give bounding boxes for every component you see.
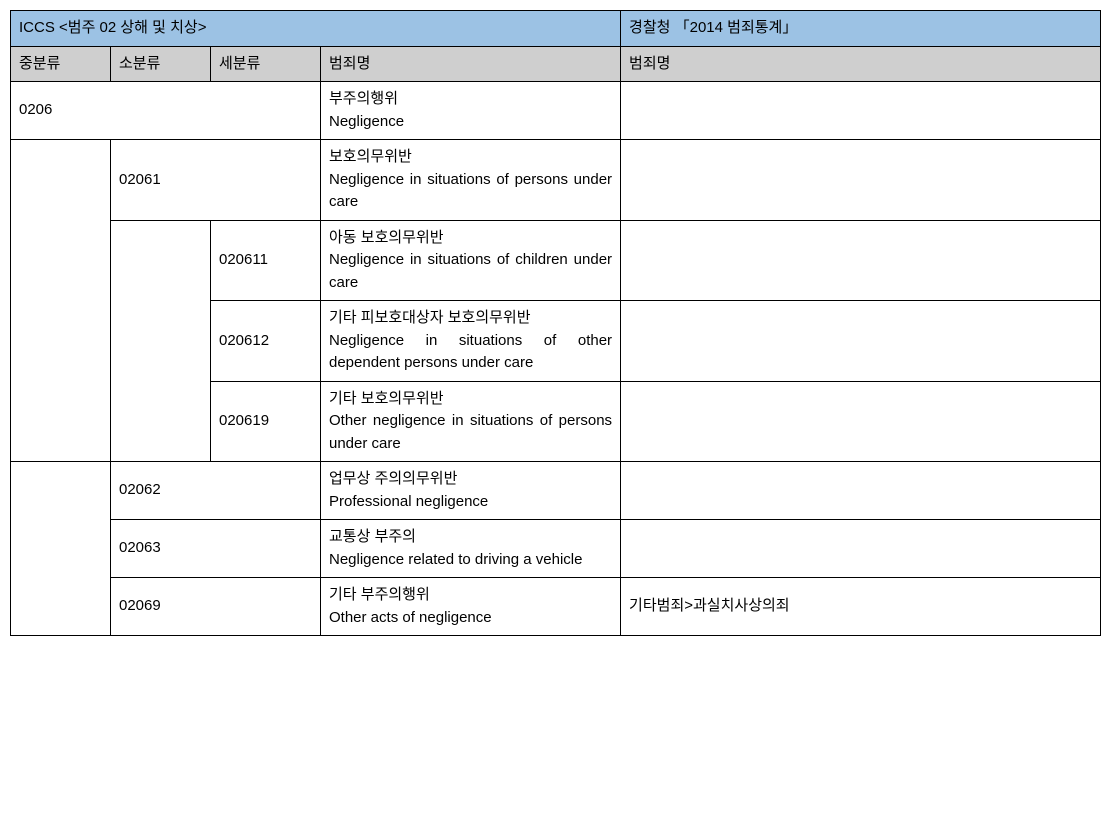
crime-en: Negligence in situations of children und…: [329, 249, 612, 294]
code-det: 020612: [211, 301, 321, 382]
crime-en: Negligence: [329, 111, 612, 134]
crime-name: 부주의행위 Negligence: [321, 82, 621, 140]
crime-en: Other negligence in situations of person…: [329, 410, 612, 455]
mapping-cell: [621, 301, 1101, 382]
crime-kr: 보호의무위반: [329, 146, 612, 169]
code-mid-empty: [11, 462, 111, 636]
mapping-cell: [621, 82, 1101, 140]
crime-kr: 업무상 주의의무위반: [329, 468, 612, 491]
code-mid-empty: [11, 140, 111, 462]
crime-kr: 기타 부주의행위: [329, 584, 612, 607]
code-sub: 02069: [111, 578, 321, 636]
mapping-cell: [621, 381, 1101, 462]
table-row: 02062 업무상 주의의무위반 Professional negligence: [11, 462, 1101, 520]
classification-table: ICCS <범주 02 상해 및 치상> 경찰청 「2014 범죄통계」 중분류…: [10, 10, 1101, 636]
col-crime2-header: 범죄명: [621, 46, 1101, 82]
crime-kr: 기타 보호의무위반: [329, 388, 612, 411]
crime-name: 아동 보호의무위반 Negligence in situations of ch…: [321, 220, 621, 301]
table-row: 02069 기타 부주의행위 Other acts of negligence …: [11, 578, 1101, 636]
code-mid: 0206: [11, 82, 321, 140]
col-mid-header: 중분류: [11, 46, 111, 82]
crime-en: Negligence related to driving a vehicle: [329, 549, 612, 572]
mapping-cell: [621, 140, 1101, 221]
crime-kr: 아동 보호의무위반: [329, 227, 612, 250]
crime-name: 보호의무위반 Negligence in situations of perso…: [321, 140, 621, 221]
iccs-title-cell: ICCS <범주 02 상해 및 치상>: [11, 11, 621, 47]
crime-kr: 부주의행위: [329, 88, 612, 111]
crime-en: Professional negligence: [329, 491, 612, 514]
crime-name: 기타 보호의무위반 Other negligence in situations…: [321, 381, 621, 462]
table-row: 02061 보호의무위반 Negligence in situations of…: [11, 140, 1101, 221]
col-sub-header: 소분류: [111, 46, 211, 82]
crime-kr: 기타 피보호대상자 보호의무위반: [329, 307, 612, 330]
table-row: 020611 아동 보호의무위반 Negligence in situation…: [11, 220, 1101, 301]
code-det: 020619: [211, 381, 321, 462]
police-title-cell: 경찰청 「2014 범죄통계」: [621, 11, 1101, 47]
crime-name: 업무상 주의의무위반 Professional negligence: [321, 462, 621, 520]
crime-en: Negligence in situations of other depend…: [329, 330, 612, 375]
crime-name: 기타 부주의행위 Other acts of negligence: [321, 578, 621, 636]
mapping-cell: 기타범죄>과실치사상의죄: [621, 578, 1101, 636]
crime-en: Negligence in situations of persons unde…: [329, 169, 612, 214]
code-sub: 02063: [111, 520, 321, 578]
crime-name: 교통상 부주의 Negligence related to driving a …: [321, 520, 621, 578]
table-row: 02063 교통상 부주의 Negligence related to driv…: [11, 520, 1101, 578]
crime-name: 기타 피보호대상자 보호의무위반 Negligence in situation…: [321, 301, 621, 382]
header-row-2: 중분류 소분류 세분류 범죄명 범죄명: [11, 46, 1101, 82]
code-sub: 02062: [111, 462, 321, 520]
table-row: 0206 부주의행위 Negligence: [11, 82, 1101, 140]
mapping-cell: [621, 462, 1101, 520]
col-crime-header: 범죄명: [321, 46, 621, 82]
code-sub-empty: [111, 220, 211, 462]
crime-kr: 교통상 부주의: [329, 526, 612, 549]
code-sub: 02061: [111, 140, 321, 221]
col-det-header: 세분류: [211, 46, 321, 82]
code-det: 020611: [211, 220, 321, 301]
header-row-1: ICCS <범주 02 상해 및 치상> 경찰청 「2014 범죄통계」: [11, 11, 1101, 47]
crime-en: Other acts of negligence: [329, 607, 612, 630]
mapping-cell: [621, 220, 1101, 301]
mapping-cell: [621, 520, 1101, 578]
